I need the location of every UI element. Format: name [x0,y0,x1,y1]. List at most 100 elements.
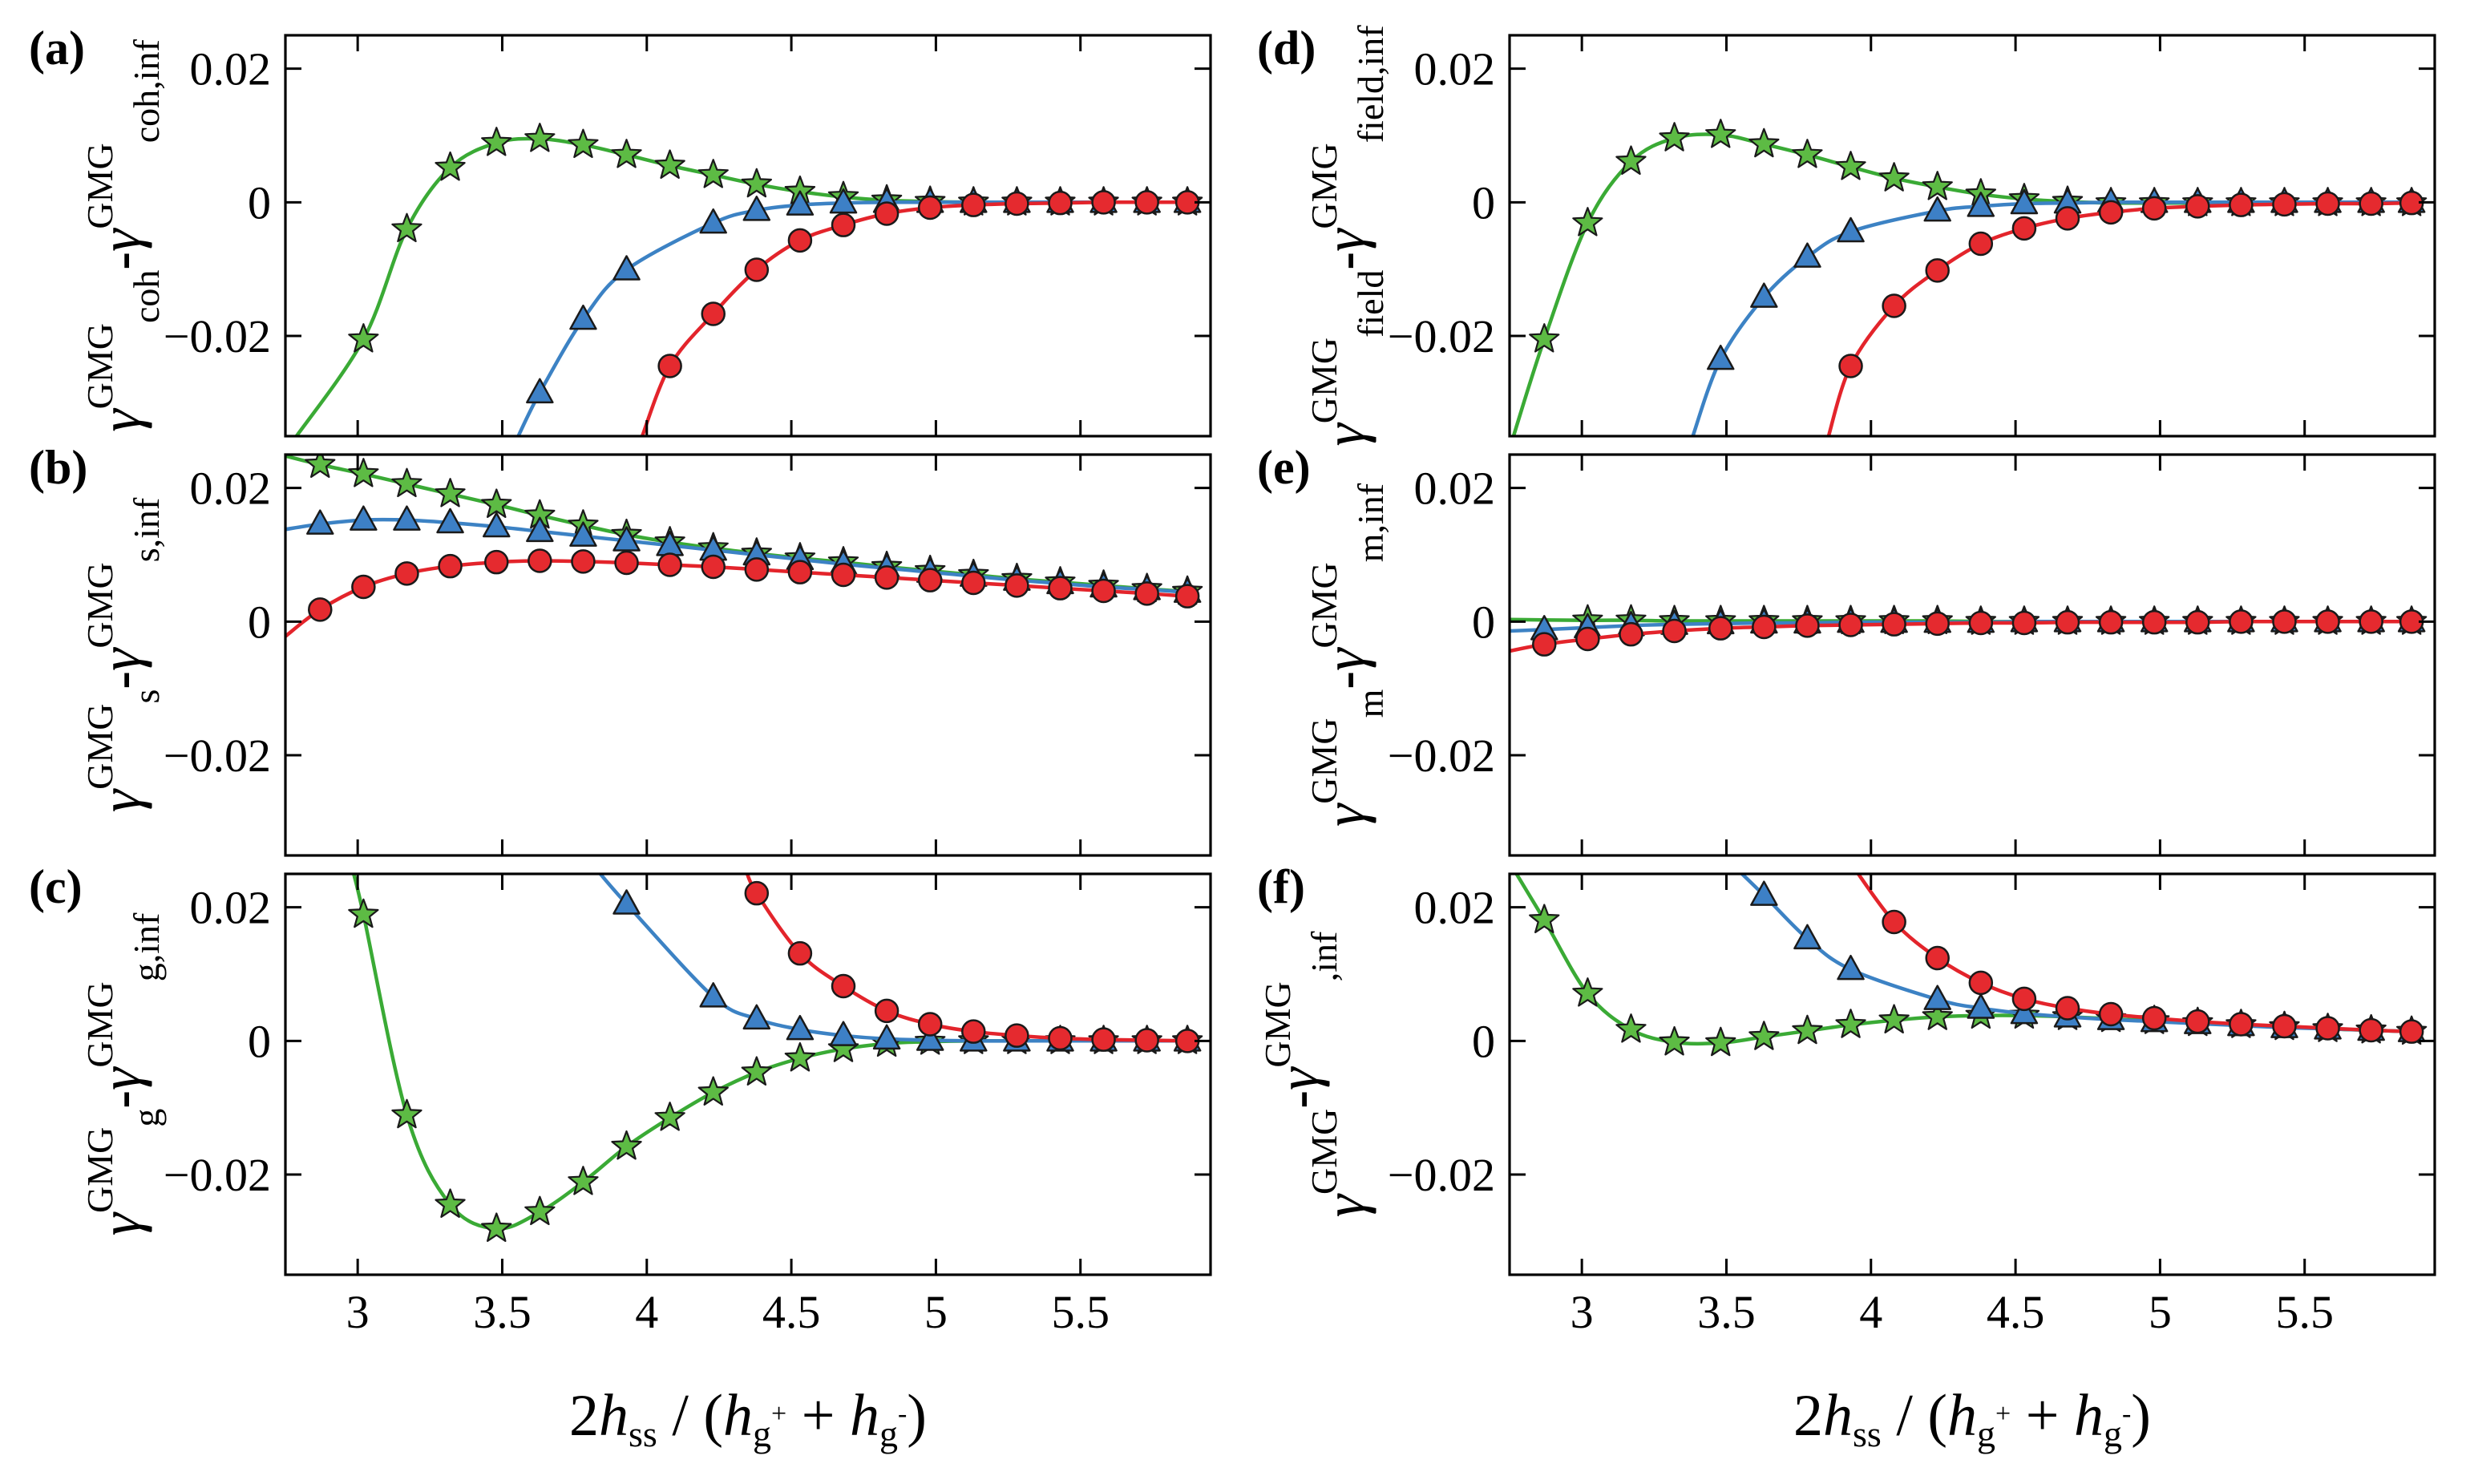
x-title-h: h [1823,1383,1853,1449]
panel-a-triangle-marker [699,208,727,234]
panel-c-star-marker [784,1041,816,1072]
ylabel-sub1: g [126,1109,167,1127]
ylabel-gamma2: γ [88,1066,152,1090]
panel-d-circle-marker [2141,196,2167,221]
panel-f-star-marker [1615,1013,1647,1043]
panel-c-xtick-label: 5.5 [1051,1286,1110,1338]
panel-f-circle-marker [2141,1005,2167,1031]
panel-b-circle-series-line [285,559,1188,638]
panel-b-star-marker [348,458,379,487]
panel-e-circle-marker [2185,609,2210,635]
panel-a-frame [284,34,1212,438]
panel-e-circle-marker [1532,632,1557,657]
ylabel-sub1: coh [126,270,167,323]
panel-c-star-marker [481,1212,512,1242]
ylabel-gamma: γ [1312,423,1376,447]
panel-e-circle-marker [2055,609,2080,635]
panel-d-ytick-label: −0.02 [1388,310,1495,362]
panel-a-star-series-line [294,136,1188,436]
panel-b-circle-marker [614,550,639,576]
x-title-h: h [599,1383,629,1449]
panel-e-label: (e) [1257,441,1311,494]
panel-d-label: (d) [1257,22,1316,75]
panel-a-star-marker [654,149,685,179]
panel-f-star-marker [1922,1001,1953,1030]
panel-b-circle-marker [1174,584,1200,609]
panel-d-star-marker [1705,119,1736,148]
panel-f-star-marker [1529,904,1560,933]
x-title-h-g-plus: h [723,1383,753,1449]
panel-f-circle-marker [2315,1016,2340,1041]
panel-f-circle-marker [2229,1012,2254,1037]
panel-a-circle-marker [1091,190,1116,215]
panel-a-star-marker [435,151,466,181]
panel-a-triangle-marker [742,196,771,221]
panel-f-xtick-label: 3 [1571,1286,1594,1338]
panel-d-triangle-marker [1707,344,1735,370]
panel-c-ytick-label: 0.02 [190,882,272,934]
x-title-close: ) [2131,1383,2151,1449]
x-title-sub-ss: ss [629,1413,657,1454]
x-title-sub-g1: g [753,1413,771,1454]
panel-e-circle-marker [1925,611,1950,637]
ylabel-sup: GMG [1304,1109,1344,1195]
panel-c-triangle-marker [699,982,727,1008]
ylabel-sup2: GMG [1304,143,1344,228]
x-title-lead: 2 [569,1383,599,1449]
ylabel-sup: GMG [79,1127,120,1213]
panel-c-star-marker [697,1076,729,1106]
panel-c-xtick-label: 5 [924,1286,948,1338]
panel-a-star-marker [481,127,512,156]
ylabel-sub2: m,inf [1350,483,1391,562]
ylabel-sup2: GMG [79,562,120,648]
panel-d-circle-marker [2011,216,2037,241]
ylabel-sup: GMG [1304,338,1344,423]
panel-e-circle-marker [2359,609,2383,634]
panel-c-star-marker [741,1056,772,1086]
panel-a-circle-marker [1134,190,1159,215]
panel-b-circle-marker [744,557,770,582]
panel-e-ytick-label: 0 [1472,596,1495,648]
panel-f-star-marker [1705,1026,1736,1057]
x-title-sup-plus: + [771,1399,786,1429]
panel-c-triangle-marker [872,1024,901,1050]
panel-e-circle-marker [1838,613,1863,637]
panel-b-circle-marker [1134,581,1159,606]
panel-b-circle-marker [394,561,419,586]
panel-b-triangle-marker [569,521,597,547]
panel-a-circle-marker [744,257,770,282]
panel-c-circle-marker [1048,1025,1073,1051]
panel-f-frame [1508,872,2436,1276]
ylabel-op: - [1315,671,1376,689]
panel-d-star-marker [1659,122,1690,152]
panel-f-triangle-marker [1750,880,1778,906]
panel-d-circle-marker [2055,206,2080,231]
panel-c-circle-marker [874,998,899,1024]
panel-d-circle-marker [2185,194,2210,219]
x-title-plus: + [2011,1383,2074,1449]
panel-d-star-marker [1748,127,1780,158]
panel-e-circle-marker [1619,621,1643,647]
panel-d-circle-marker [1968,231,1994,257]
panel-d-triangle-marker [2010,188,2039,215]
panel-c-frame [284,872,1212,1276]
panel-d-ylabel: γGMGfield-γGMGfield,inf [1304,25,1391,447]
panel-e-circle-marker [2315,609,2340,634]
panel-a-star-marker [568,128,599,159]
ylabel-sub2: g,inf [126,912,167,981]
x-title-h-g-minus: h [850,1383,879,1449]
ylabel-sup: GMG [79,704,120,790]
panel-f-xtick-label: 4 [1859,1286,1882,1338]
panel-a-star-marker [391,212,422,243]
panel-e-circle-marker [2229,609,2254,634]
panel-f-triangle-marker [1837,954,1865,981]
panel-a-star-marker [348,323,379,353]
panel-d-circle-marker [2315,191,2340,216]
panel-f-circle-marker [1925,945,1950,971]
panel-c-star-marker [611,1130,642,1160]
panel-c-ytick-label: 0 [248,1015,271,1067]
panel-a-ytick-label: 0.02 [190,43,272,95]
